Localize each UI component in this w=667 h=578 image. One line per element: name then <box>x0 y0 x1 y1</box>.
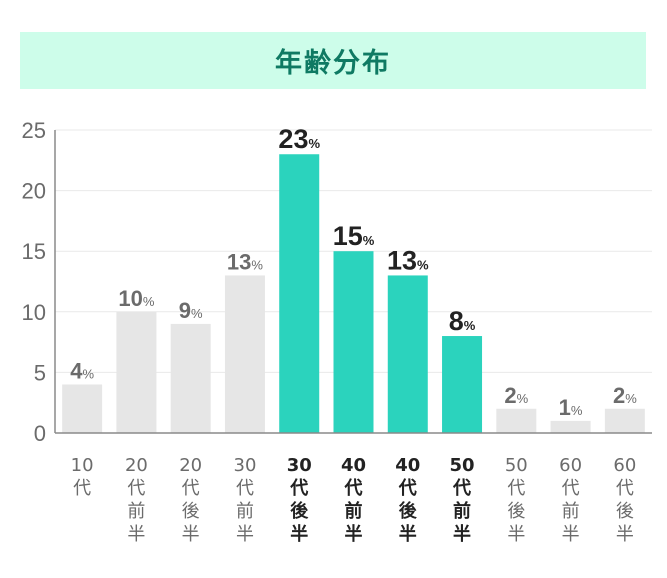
bar-60代前半 <box>550 420 591 433</box>
chart-title: 年齢分布 <box>275 48 391 79</box>
x-tick-label: 20 代前半 <box>125 455 148 545</box>
x-tick-label: 50 代後半 <box>505 455 528 545</box>
x-tick-label: 20 代後半 <box>179 455 202 545</box>
bar-60代後半 <box>604 408 645 433</box>
y-tick-label: 20 <box>22 179 46 204</box>
y-tick-label: 5 <box>34 360 46 385</box>
x-tick-label: 40 代前半 <box>341 455 366 545</box>
bar-20代後半 <box>170 323 211 433</box>
value-label: 4% <box>70 359 94 384</box>
bar-50代後半 <box>496 408 537 433</box>
axes <box>54 130 652 434</box>
x-tick-label: 30 代後半 <box>287 455 312 545</box>
value-label: 9% <box>179 298 203 323</box>
value-label: 1% <box>559 395 583 420</box>
y-tick-label: 10 <box>22 300 46 325</box>
value-labels: 4% 10% 9% 13% 23% 15% 13% 8% 2% 1% 2% <box>70 124 637 420</box>
value-label: 10% <box>118 286 154 311</box>
x-tick-label: 30 代前半 <box>234 455 257 545</box>
y-tick-label: 15 <box>22 239 46 264</box>
y-tick-label: 0 <box>34 421 46 446</box>
bar-40代後半 <box>387 275 428 433</box>
y-axis-ticks: 0 5 10 15 20 25 <box>22 118 46 446</box>
bar-10代 <box>62 384 103 433</box>
y-tick-label: 25 <box>22 118 46 143</box>
x-tick-label: 60 代後半 <box>613 455 636 545</box>
value-label: 13% <box>227 249 263 274</box>
bar-20代前半 <box>116 311 157 433</box>
bars <box>62 154 645 434</box>
value-label: 2% <box>504 383 528 408</box>
x-tick-label: 60 代前半 <box>559 455 582 545</box>
value-label: 2% <box>613 383 637 408</box>
x-tick-label: 50 代前半 <box>450 455 475 545</box>
bar-30代前半 <box>224 275 265 433</box>
bar-30代後半 <box>279 154 320 434</box>
bar-40代前半 <box>333 251 374 433</box>
x-tick-label: 40 代後半 <box>395 455 420 545</box>
value-label: 23% <box>278 124 320 154</box>
value-label: 8% <box>449 306 476 336</box>
x-tick-label: 10 代 <box>71 455 94 499</box>
chart-title-bar: 年齢分布 <box>20 32 646 89</box>
bar-50代前半 <box>442 336 483 433</box>
value-label: 13% <box>387 245 429 275</box>
value-label: 15% <box>333 221 375 251</box>
x-axis-labels: 10 代 20 代前半 20 代後半 30 代前半 30 代後半 40 代前半 40 代後半 50 代前半 50… <box>71 455 637 545</box>
